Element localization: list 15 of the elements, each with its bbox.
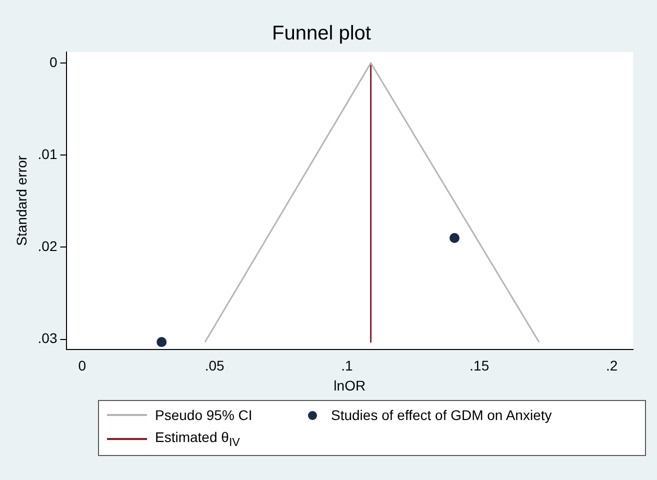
legend-label: Studies of effect of GDM on Anxiety: [331, 407, 552, 423]
legend-label: Estimated θ$_{IV}$: [155, 429, 240, 449]
y-tick-label: .01: [38, 146, 58, 162]
x-axis-title: lnOR: [334, 377, 366, 394]
y-axis-title: Standard error: [13, 155, 30, 246]
x-tick-label: .2: [606, 358, 618, 374]
x-tick-label: .1: [341, 358, 354, 374]
x-tick-label: .05: [204, 358, 225, 374]
x-tick-label: 0: [78, 358, 86, 374]
chart-title: Funnel plot: [272, 22, 372, 45]
x-tick-label: .15: [470, 358, 490, 374]
y-tick-label: 0: [49, 54, 58, 70]
y-tick-label: .02: [38, 238, 58, 254]
y-tick-label: .03: [38, 330, 58, 346]
legend-label: Pseudo 95% CI: [155, 407, 252, 423]
